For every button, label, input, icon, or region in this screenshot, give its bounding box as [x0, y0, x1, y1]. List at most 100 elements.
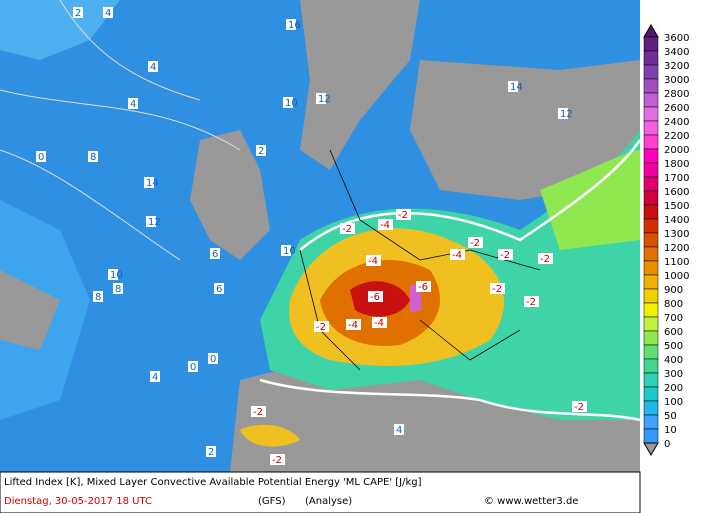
contour-label: -2: [253, 407, 263, 418]
run: (Analyse): [305, 496, 352, 507]
colorbar-label: 2400: [664, 117, 689, 128]
label-box: [251, 406, 266, 417]
colorbar-label: 1200: [664, 243, 689, 254]
colorbar-swatch: [643, 274, 659, 290]
cape-mid: [540, 150, 640, 250]
colorbar-swatch: [643, 106, 659, 122]
colorbar-swatch: [643, 330, 659, 346]
label-box: [368, 291, 383, 302]
contour-label: 12: [560, 109, 573, 120]
colorbar-label: 200: [664, 383, 683, 394]
label-box: [113, 283, 123, 294]
contour-zero: [259, 378, 641, 422]
colorbar-label: 3600: [664, 33, 689, 44]
colorbar-swatch: [643, 50, 659, 66]
contour-label: -2: [574, 402, 584, 413]
colorbar-swatch: [643, 78, 659, 94]
colorbar-label: 300: [664, 369, 683, 380]
contour-label: 12: [318, 94, 331, 105]
contour-label: 6: [212, 249, 218, 260]
land: [410, 60, 640, 200]
colorbar-swatch: [643, 36, 659, 52]
colorbar-swatch: [643, 204, 659, 220]
contour-label: 10: [110, 270, 123, 281]
contour-label: 8: [95, 292, 101, 303]
colorbar-label: 0: [664, 439, 670, 450]
field-light: [0, 0, 120, 60]
colorbar-swatch: [643, 316, 659, 332]
contour-label: -4: [452, 250, 462, 261]
label-box: [286, 19, 296, 30]
colorbar-label: 2200: [664, 131, 689, 142]
contour-label: 16: [288, 20, 301, 31]
colorbar-cap: [643, 442, 659, 456]
colorbar-label: 50: [664, 411, 677, 422]
colorbar-label: 1000: [664, 271, 689, 282]
colorbar-label: 2600: [664, 103, 689, 114]
contour-label: 6: [216, 284, 222, 295]
label-box: [372, 317, 387, 328]
colorbar-label: 500: [664, 341, 683, 352]
contour-label: 14: [146, 178, 159, 189]
contour-label: 4: [130, 99, 136, 110]
colorbar-swatch: [643, 372, 659, 388]
label-box: [524, 296, 539, 307]
colorbar-label: 400: [664, 355, 683, 366]
footer: [0, 471, 641, 513]
cape-mid: [240, 424, 300, 447]
colorbar-swatch: [643, 64, 659, 80]
colorbar-label: 1300: [664, 229, 689, 240]
colorbar-label: 3000: [664, 75, 689, 86]
contour-zero: [299, 139, 642, 251]
label-box: [281, 245, 291, 256]
label-box: [450, 249, 465, 260]
colorbar-label: 1600: [664, 187, 689, 198]
colorbar-swatch: [643, 400, 659, 416]
model: (GFS): [258, 496, 286, 507]
label-box: [144, 177, 154, 188]
colorbar-swatch: [643, 92, 659, 108]
contour-label: -2: [342, 224, 352, 235]
colorbar-swatch: [643, 232, 659, 248]
label-box: [208, 353, 218, 364]
colorbar-swatch: [643, 288, 659, 304]
label-box: [396, 209, 411, 220]
contour-label: 0: [190, 362, 196, 373]
contour-label: 10: [285, 98, 298, 109]
colorbar-label: 600: [664, 327, 683, 338]
contour-label: 4: [105, 8, 111, 19]
label-box: [316, 93, 326, 104]
contour-label: 14: [510, 82, 523, 93]
contour-label: 4: [396, 425, 402, 436]
label-box: [128, 98, 138, 109]
colorbar-swatch: [643, 428, 659, 444]
colorbar-swatch: [643, 344, 659, 360]
label-box: [206, 446, 216, 457]
label-box: [314, 321, 329, 332]
colorbar-swatch: [643, 120, 659, 136]
contour-label: 8: [115, 284, 121, 295]
colorbar-label: 100: [664, 397, 683, 408]
label-box: [346, 319, 361, 330]
label-box: [283, 97, 293, 108]
colorbar-label: 1400: [664, 215, 689, 226]
contour-label: 12: [148, 217, 161, 228]
colorbar-label: 800: [664, 299, 683, 310]
label-box: [572, 401, 587, 412]
colorbar-swatch: [643, 302, 659, 318]
colorbar-label: 1500: [664, 201, 689, 212]
label-box: [256, 145, 266, 156]
label-box: [108, 269, 118, 280]
colorbar-label: 1100: [664, 257, 689, 268]
contour-label: 10: [283, 246, 296, 257]
label-box: [103, 7, 113, 18]
contour: [0, 0, 241, 261]
colorbar-swatch: [643, 358, 659, 374]
label-box: [73, 7, 83, 18]
label-box: [214, 283, 224, 294]
colorbar-swatch: [643, 162, 659, 178]
colorbar-label: 1700: [664, 173, 689, 184]
contour-label: -2: [470, 238, 480, 249]
label-box: [88, 151, 98, 162]
label-box: [210, 248, 220, 259]
